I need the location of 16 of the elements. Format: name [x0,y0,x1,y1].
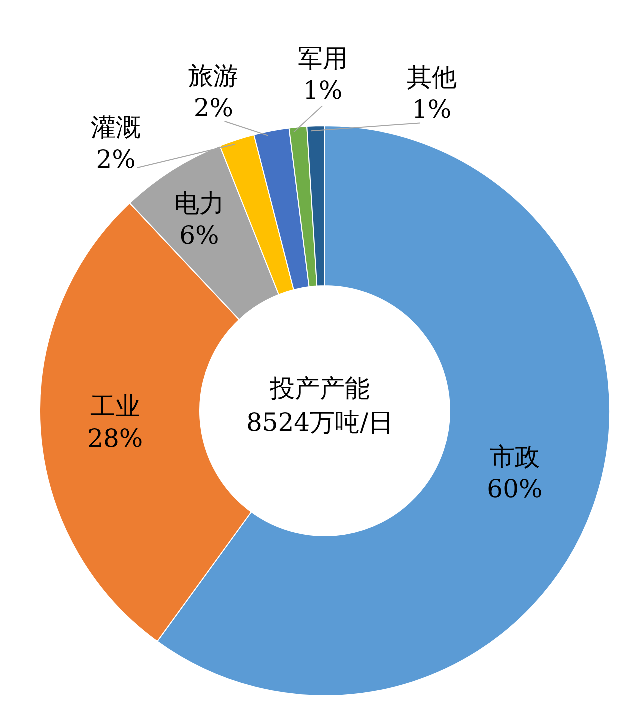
data-label: 60% [487,474,543,504]
data-label: 1% [412,95,452,124]
data-label: 2% [194,93,234,122]
data-label: 1% [303,76,343,106]
slice-label: 旅游 [188,61,239,90]
data-label: 6% [180,221,220,250]
slice-label: 工业 [90,392,140,421]
slice-label: 军用 [298,44,348,74]
text: 投产产能 [269,374,370,403]
slice-label: 其他 [406,63,457,92]
data-label: 2% [96,145,136,174]
data-label: 28% [88,424,144,453]
slice-label: 电力 [174,189,224,218]
slice-label: 灌溉 [91,113,142,142]
text: 8524万吨/日 [246,408,394,437]
slice-label: 市政 [490,442,540,472]
